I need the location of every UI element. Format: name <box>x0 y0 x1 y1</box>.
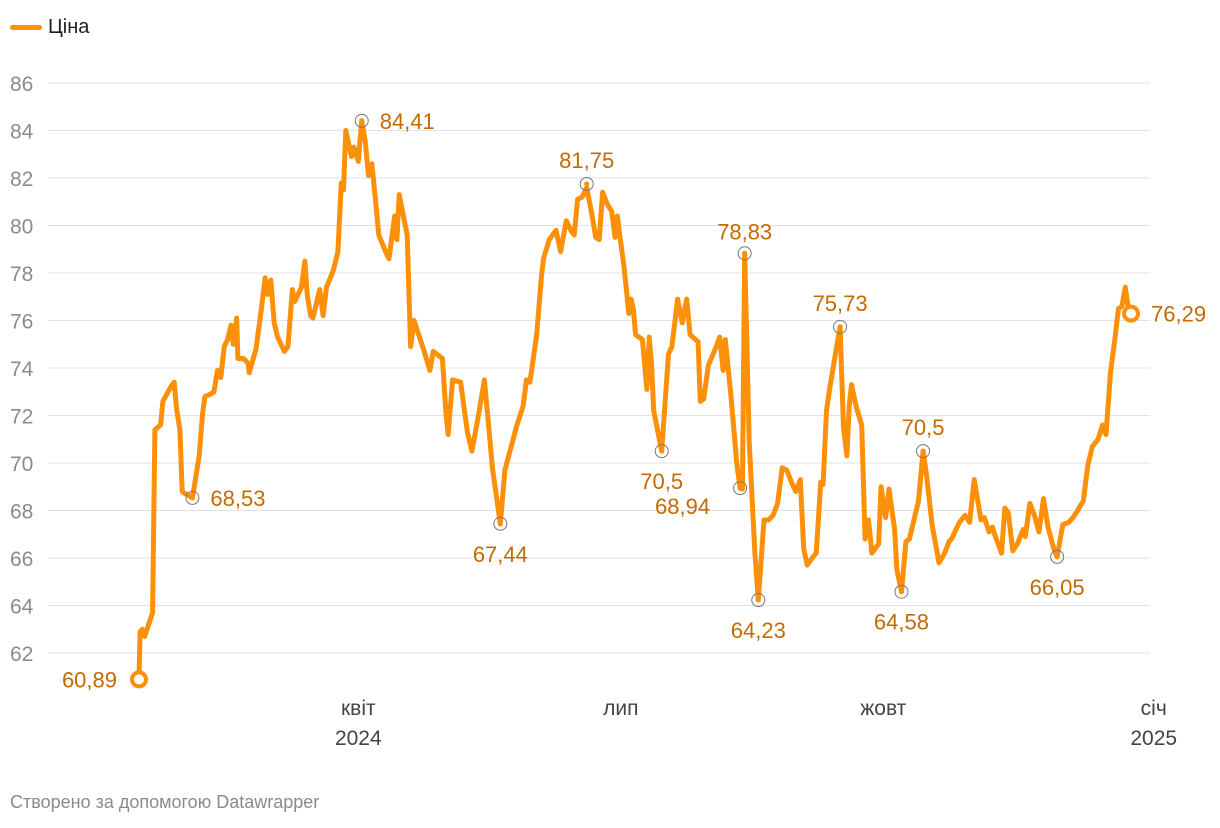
point-value-label: 75,73 <box>813 291 868 316</box>
point-dot-marker <box>584 181 590 187</box>
point-ring-marker <box>654 444 669 459</box>
point-ring-marker <box>916 444 931 459</box>
point-dot-marker <box>898 589 904 595</box>
point-value-label: 70,5 <box>902 415 945 440</box>
x-tick-label: квіт <box>341 697 376 720</box>
endpoint-marker <box>130 670 148 689</box>
point-dot-marker <box>920 448 926 454</box>
x-tick-label: лип <box>603 697 638 720</box>
y-tick-label: 68 <box>10 501 33 524</box>
y-axis: 62 64 66 68 70 72 74 76 78 80 82 84 86 <box>10 73 34 666</box>
line-chart: 62 64 66 68 70 72 74 76 78 80 82 84 86 квіт 2024 лип жо… <box>10 73 1206 750</box>
point-dot-marker <box>837 324 843 330</box>
y-tick-label: 86 <box>10 73 33 96</box>
point-dot-marker <box>189 495 195 501</box>
point-ring-marker <box>354 113 369 128</box>
point-dot-marker <box>755 597 761 603</box>
legend-label: Ціна <box>48 16 90 38</box>
point-ring-marker <box>1050 549 1065 564</box>
x-tick-label: січ <box>1141 697 1167 720</box>
point-dot-marker <box>742 250 748 256</box>
point-ring-marker <box>493 516 508 531</box>
legend-swatch <box>10 25 42 30</box>
point-ring-marker <box>579 176 594 191</box>
y-tick-label: 74 <box>10 358 34 381</box>
point-dot-marker <box>737 485 743 491</box>
point-value-label: 84,41 <box>380 109 435 134</box>
grid <box>48 82 1150 654</box>
point-value-label: 78,83 <box>717 219 772 244</box>
point-value-label: 70,5 <box>640 469 683 494</box>
point-value-label: 81,75 <box>559 148 614 173</box>
point-ring-marker <box>751 593 766 608</box>
y-tick-label: 62 <box>10 643 33 666</box>
y-tick-label: 72 <box>10 406 33 429</box>
point-value-label: 68,94 <box>655 494 710 519</box>
point-value-label: 64,23 <box>731 618 786 643</box>
x-tick-year-label: 2024 <box>335 727 382 750</box>
point-value-label: 68,53 <box>210 486 265 511</box>
point-ring-marker <box>833 319 848 334</box>
x-tick-year-label: 2025 <box>1130 727 1177 750</box>
point-dot-marker <box>1054 554 1060 560</box>
annotations: 60,8968,5384,4167,4481,7570,568,9478,836… <box>62 109 1206 693</box>
y-tick-label: 66 <box>10 548 33 571</box>
point-dot-marker <box>659 448 665 454</box>
x-axis: квіт 2024 лип жовт січ 2025 <box>335 697 1177 750</box>
y-tick-label: 78 <box>10 263 33 286</box>
footer-credit: Створено за допомогою Datawrapper <box>10 792 320 812</box>
point-ring-marker <box>894 584 909 599</box>
y-tick-label: 70 <box>10 453 33 476</box>
price-series-line <box>136 118 1134 682</box>
point-value-label: 66,05 <box>1030 575 1085 600</box>
y-tick-label: 64 <box>10 596 34 619</box>
y-tick-label: 80 <box>10 216 33 239</box>
y-tick-label: 82 <box>10 168 33 191</box>
point-ring-marker <box>733 481 748 496</box>
y-tick-label: 84 <box>10 121 34 144</box>
point-value-label: 76,29 <box>1151 302 1206 327</box>
point-dot-marker <box>359 118 365 124</box>
point-dot-marker <box>497 521 503 527</box>
legend: Ціна <box>10 16 89 39</box>
point-ring-marker <box>737 246 752 261</box>
point-value-label: 64,58 <box>874 610 929 635</box>
y-tick-label: 76 <box>10 311 33 334</box>
x-tick-label: жовт <box>860 697 906 720</box>
endpoint-marker <box>1122 304 1140 323</box>
point-value-label: 67,44 <box>473 542 528 567</box>
point-ring-marker <box>185 490 200 505</box>
point-value-label: 60,89 <box>62 667 117 692</box>
